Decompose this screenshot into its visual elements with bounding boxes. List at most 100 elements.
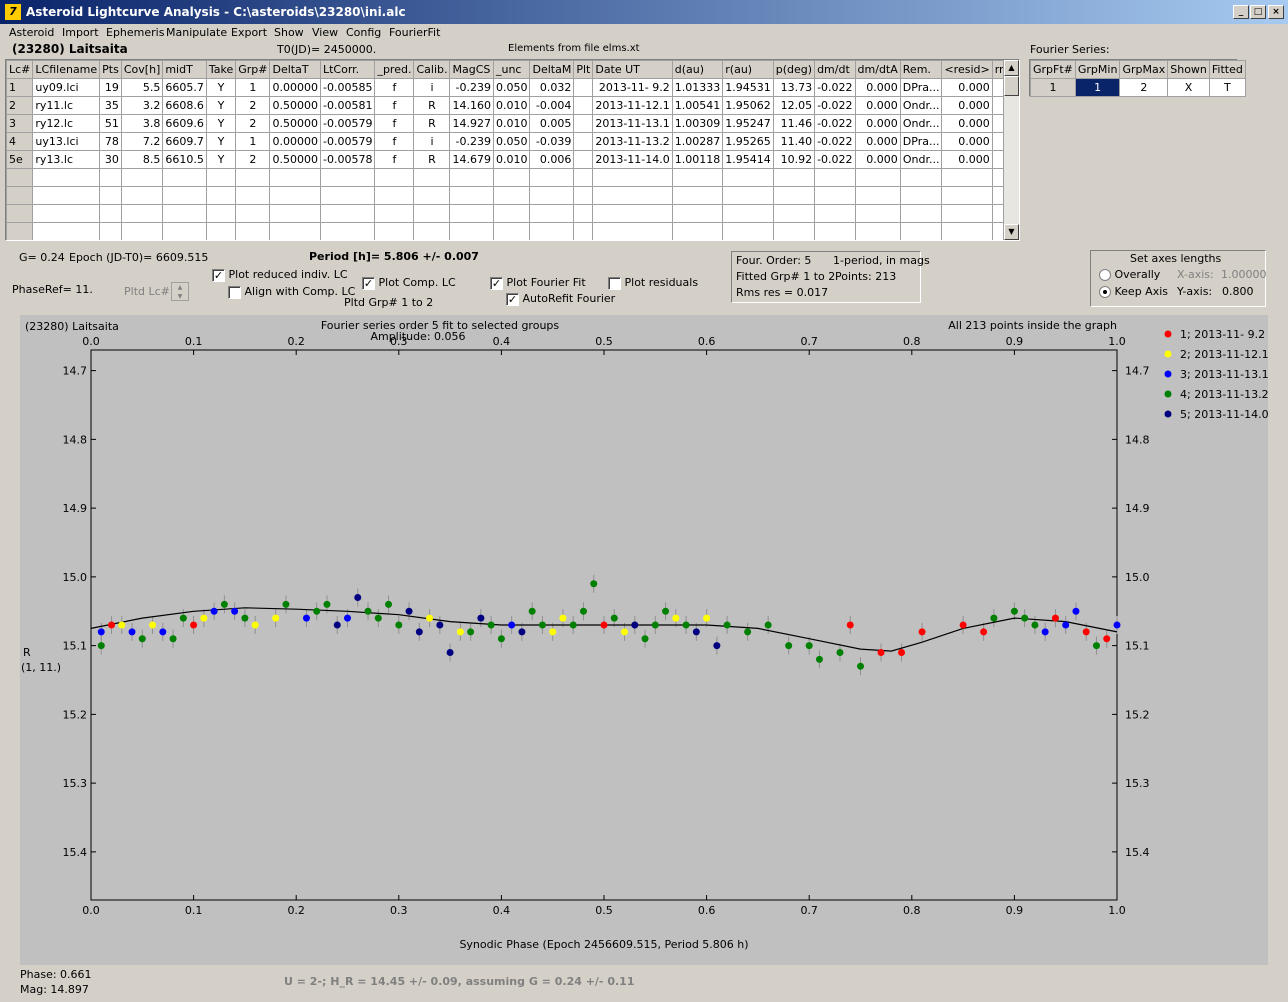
radio-overall-icon[interactable] — [1099, 269, 1111, 281]
lc-cell[interactable]: 7.2 — [120, 132, 164, 151]
lc-row-header[interactable] — [6, 222, 34, 240]
lc-cell[interactable] — [99, 186, 122, 205]
lc-cell[interactable]: uy09.lci — [32, 78, 101, 97]
lc-cell[interactable]: R — [413, 114, 451, 133]
lc-cell[interactable] — [120, 204, 164, 223]
lc-cell[interactable]: Y — [205, 96, 237, 115]
lc-cell[interactable]: 2 — [235, 114, 271, 133]
lc-col-header[interactable]: Plt — [573, 60, 594, 79]
lc-cell[interactable]: 0.000 — [854, 78, 901, 97]
lc-cell[interactable]: f — [374, 78, 415, 97]
lc-cell[interactable]: 6605.7 — [162, 78, 207, 97]
lc-cell[interactable]: f — [374, 132, 415, 151]
lc-cell[interactable] — [941, 186, 993, 205]
lc-cell[interactable]: 1.01333 — [671, 78, 724, 97]
lc-cell[interactable] — [269, 204, 321, 223]
fourier-col-header[interactable]: GrpMin — [1074, 60, 1121, 79]
lc-cell[interactable] — [899, 204, 943, 223]
lc-cell[interactable] — [772, 222, 816, 240]
lc-table-scrollbar[interactable]: ▲ ▼ — [1003, 60, 1019, 240]
lc-cell[interactable] — [854, 204, 901, 223]
lc-cell[interactable] — [941, 168, 993, 187]
scroll-thumb[interactable] — [1004, 76, 1019, 96]
lc-cell[interactable] — [413, 222, 451, 240]
lc-cell[interactable]: -0.022 — [814, 96, 856, 115]
lc-cell[interactable] — [671, 186, 724, 205]
lc-cell[interactable] — [413, 204, 451, 223]
lc-cell[interactable]: 0.50000 — [269, 150, 321, 169]
lc-col-header[interactable]: Rem. — [899, 60, 943, 79]
lc-cell[interactable]: 2 — [235, 150, 271, 169]
lc-cell[interactable] — [32, 222, 101, 240]
chk-fourier-box[interactable]: ✓ — [490, 276, 503, 290]
lc-cell[interactable] — [99, 222, 122, 240]
lc-cell[interactable] — [814, 186, 856, 205]
lc-row-header[interactable]: 4 — [6, 132, 34, 151]
close-button[interactable]: × — [1268, 5, 1284, 19]
maximize-button[interactable]: □ — [1250, 5, 1266, 19]
lc-cell[interactable]: -0.00579 — [319, 114, 376, 133]
lc-row-header[interactable]: 1 — [6, 78, 34, 97]
lc-cell[interactable]: 11.46 — [772, 114, 816, 133]
chk-comp[interactable]: ✓ Plot Comp. LC — [362, 276, 456, 290]
lc-cell[interactable]: Ondr... — [899, 150, 943, 169]
lc-cell[interactable]: 0.032 — [529, 78, 575, 97]
lc-cell[interactable]: 1.00287 — [671, 132, 724, 151]
lc-cell[interactable]: Y — [205, 114, 237, 133]
lc-cell[interactable] — [573, 78, 594, 97]
lc-cell[interactable] — [205, 168, 237, 187]
chk-reduced[interactable]: ✓ Plot reduced indiv. LC — [212, 268, 348, 282]
chk-align-box[interactable] — [228, 285, 241, 299]
lc-cell[interactable] — [592, 204, 673, 223]
lc-cell[interactable] — [269, 222, 321, 240]
lc-cell[interactable] — [529, 186, 575, 205]
lc-cell[interactable]: 0.000 — [941, 78, 993, 97]
lc-cell[interactable] — [573, 186, 594, 205]
lc-cell[interactable]: 3.2 — [120, 96, 164, 115]
minimize-button[interactable]: _ — [1233, 5, 1249, 19]
lc-cell[interactable] — [235, 204, 271, 223]
lc-cell[interactable]: 6609.6 — [162, 114, 207, 133]
lc-cell[interactable] — [235, 222, 271, 240]
menu-config[interactable]: Config — [346, 26, 382, 39]
lc-cell[interactable]: uy13.lci — [32, 132, 101, 151]
lc-cell[interactable]: 0.000 — [854, 150, 901, 169]
lc-cell[interactable] — [722, 204, 774, 223]
lc-cell[interactable] — [899, 222, 943, 240]
lc-cell[interactable]: 1 — [235, 78, 271, 97]
menu-export[interactable]: Export — [231, 26, 268, 39]
lc-cell[interactable] — [941, 222, 993, 240]
chk-align[interactable]: Align with Comp. LC — [228, 285, 355, 299]
fourier-col-header[interactable]: GrpFt# — [1030, 60, 1076, 79]
scroll-down-icon[interactable]: ▼ — [1004, 224, 1019, 240]
lc-table-row[interactable] — [6, 204, 1019, 223]
lc-cell[interactable]: 2013-11-13.2 — [592, 132, 673, 151]
lc-col-header[interactable]: p(deg) — [772, 60, 816, 79]
menu-show[interactable]: Show — [274, 26, 304, 39]
lc-row-header[interactable]: 2 — [6, 96, 34, 115]
lc-cell[interactable]: 2013-11-13.1 — [592, 114, 673, 133]
fourier-col-header[interactable]: Fitted — [1208, 60, 1246, 79]
fourier-col-header[interactable]: Shown — [1167, 60, 1210, 79]
lc-col-header[interactable]: <resid> — [941, 60, 993, 79]
lc-cell[interactable] — [592, 222, 673, 240]
lc-cell[interactable]: Ondr... — [899, 96, 943, 115]
lc-cell[interactable]: DPra... — [899, 78, 943, 97]
lc-cell[interactable] — [120, 168, 164, 187]
lc-cell[interactable]: 6608.6 — [162, 96, 207, 115]
lc-cell[interactable] — [899, 168, 943, 187]
lc-cell[interactable]: 3.8 — [120, 114, 164, 133]
lc-cell[interactable] — [374, 222, 415, 240]
lc-cell[interactable] — [722, 186, 774, 205]
lc-cell[interactable]: -0.004 — [529, 96, 575, 115]
lc-cell[interactable]: 78 — [99, 132, 122, 151]
chk-fourier[interactable]: ✓ Plot Fourier Fit — [490, 276, 586, 290]
lc-cell[interactable] — [814, 168, 856, 187]
lc-cell[interactable]: 35 — [99, 96, 122, 115]
lc-cell[interactable] — [772, 204, 816, 223]
lc-cell[interactable] — [413, 186, 451, 205]
fourier-cell[interactable]: 2 — [1119, 78, 1169, 97]
lc-cell[interactable]: 0.050 — [492, 132, 531, 151]
lc-row-header[interactable]: 3 — [6, 114, 34, 133]
chk-residuals[interactable]: Plot residuals — [608, 276, 698, 290]
